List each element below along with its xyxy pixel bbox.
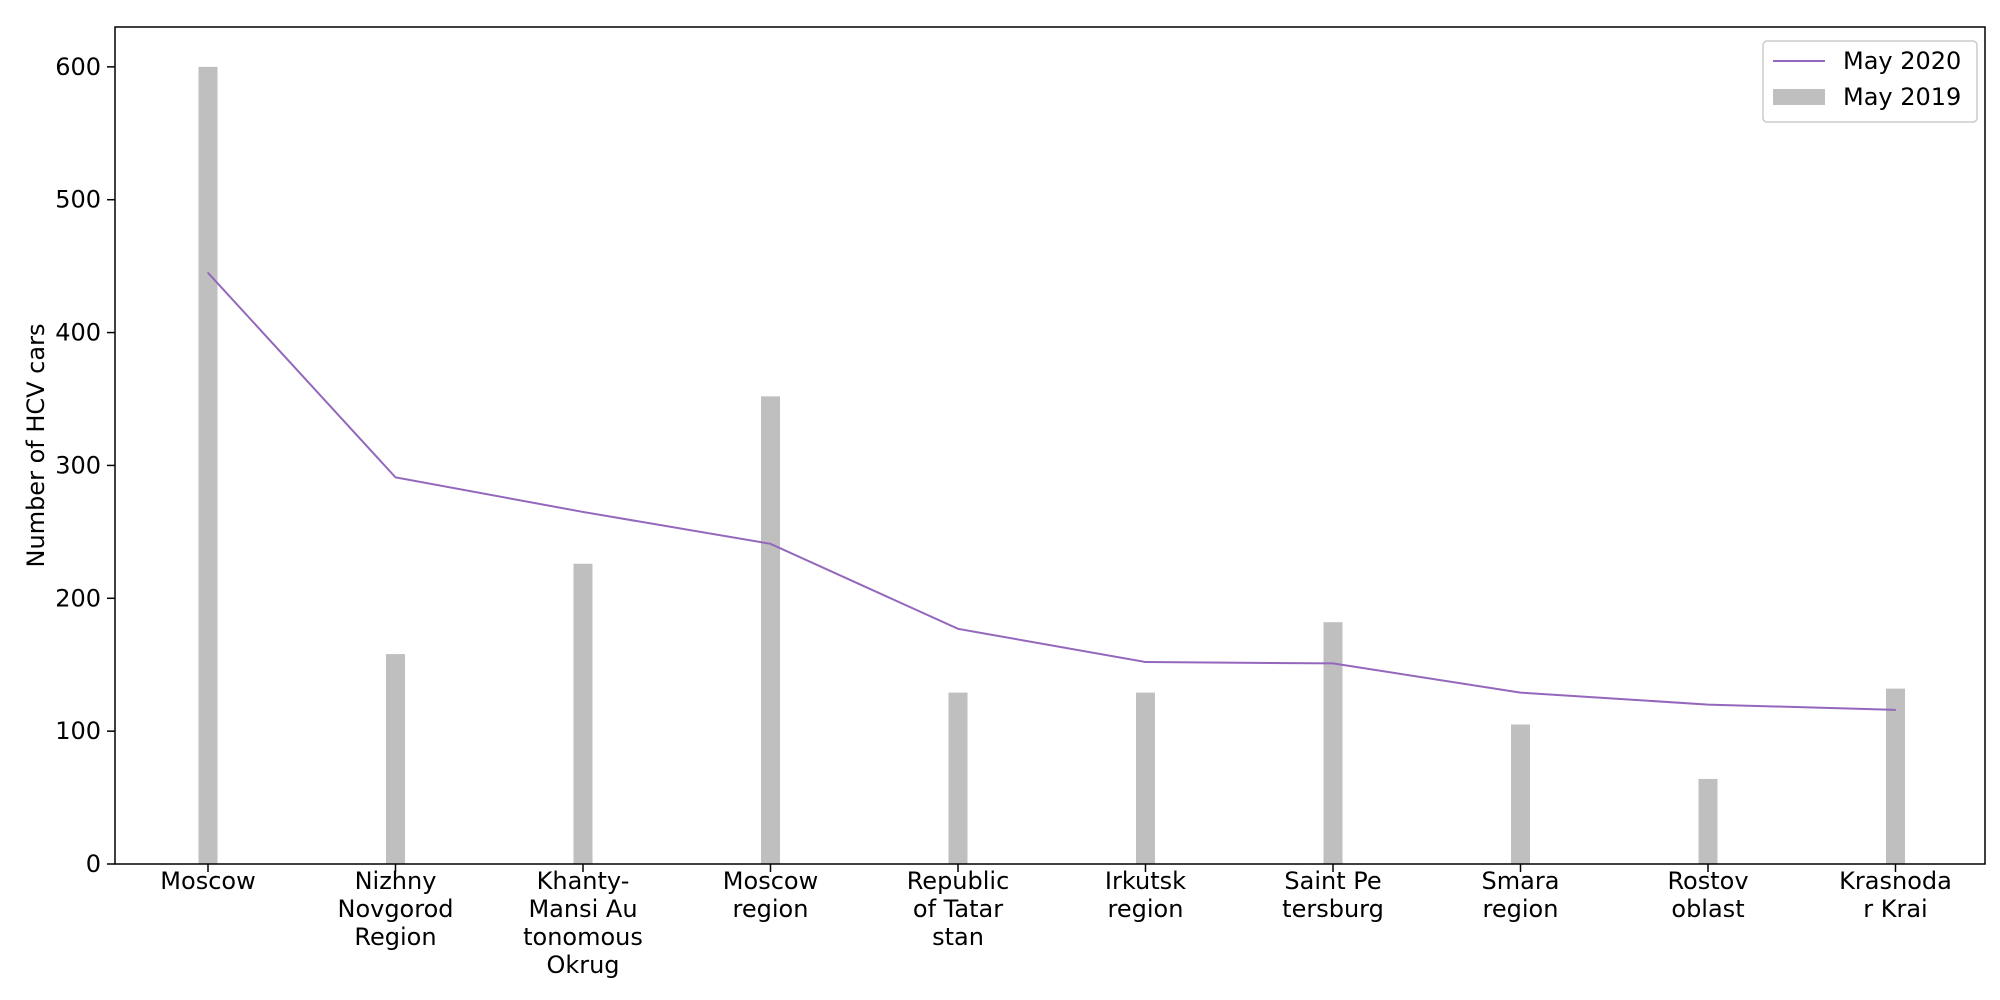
x-tick-label: Rostov oblast [1667,867,1748,923]
point-may-2020-7 [1519,691,1522,694]
point-may-2020-8 [1707,703,1709,706]
point-may-2020-3 [769,543,772,545]
y-tick-label: 0 [86,850,101,878]
point-may-2020-6 [1332,662,1334,665]
bar-may-2019-6 [1323,622,1343,864]
x-tick-label: Nizhny Novgorod Region [337,867,453,951]
x-tick-label: Irkutsk region [1105,867,1186,923]
bar-may-2019-1 [386,654,405,864]
line-may-2020 [207,272,1896,711]
y-tick-label: 300 [55,451,101,479]
x-tick-label: Krasnoda r Krai [1839,867,1952,923]
point-may-2020-2 [582,511,584,513]
legend-swatch-may-2019 [1773,89,1825,105]
bar-may-2019-2 [573,563,593,864]
bar-may-2019-3 [761,396,780,864]
point-may-2020-9 [1894,709,1897,711]
y-tick-label: 100 [55,717,101,745]
legend-label-may-2020: May 2020 [1843,47,1961,75]
y-tick-label: 200 [55,584,101,612]
x-tick-label: Saint Pe tersburg [1282,867,1384,923]
bar-may-2019-5 [1136,692,1155,864]
bar-may-2019-0 [198,66,218,865]
point-may-2020-5 [1144,661,1147,663]
legend: May 2020 May 2019 [1762,40,1978,123]
x-tick-label: Republic of Tatar stan [907,867,1010,951]
plot-frame [114,26,1986,865]
x-axis: Moscow Nizhny Novgorod Region Khanty-Mansi A… [160,864,1952,979]
bar-may-2019-8 [1698,778,1718,864]
y-tick-label: 500 [55,186,101,214]
x-tick-label: Moscow [160,867,255,895]
line-series [207,271,1897,711]
point-may-2020-0 [207,271,209,274]
bar-series [198,66,1905,865]
point-may-2020-4 [957,628,959,630]
bar-may-2019-9 [1886,688,1905,864]
x-tick-label: Moscow region [723,867,818,923]
y-tick-label: 600 [55,53,101,81]
x-tick-label: Smara region [1482,867,1560,923]
y-tick-label: 400 [55,319,101,347]
bar-may-2019-4 [948,692,968,864]
bar-may-2019-7 [1511,724,1530,864]
y-axis: 0 100 200 300 400 500 600 [55,53,115,878]
legend-label-may-2019: May 2019 [1843,83,1961,111]
x-tick-label: Khanty-Mansi Au tonomous Okrug [523,867,643,979]
point-may-2020-1 [394,476,397,479]
y-axis-title: Number of HCV cars [22,324,50,568]
